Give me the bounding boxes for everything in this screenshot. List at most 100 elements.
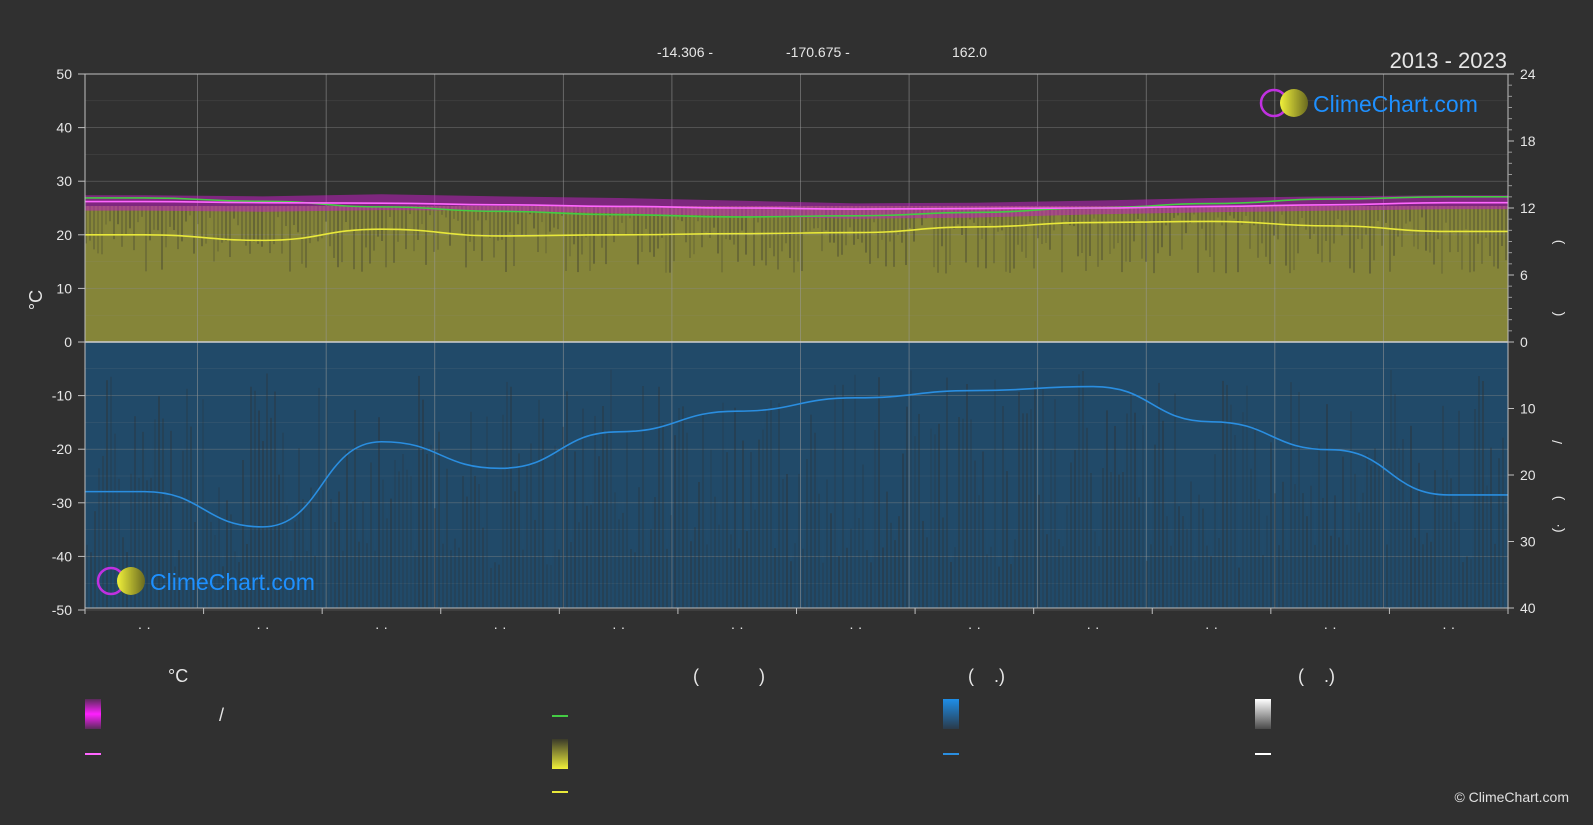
sunshine-streak: [1085, 206, 1087, 271]
precip-streak: [534, 519, 536, 608]
sunshine-streak: [1049, 206, 1051, 250]
precip-streak: [978, 495, 980, 608]
precip-streak: [1158, 382, 1160, 608]
precip-streak: [1314, 544, 1316, 608]
sunshine-streak: [541, 206, 543, 223]
right-tick-label: 18: [1520, 133, 1536, 149]
precip-streak: [942, 517, 944, 608]
right-tick-label: 6: [1520, 267, 1528, 283]
precip-streak: [970, 419, 972, 608]
sunshine-streak: [93, 206, 95, 250]
sunshine-streak: [325, 206, 327, 222]
precip-streak: [602, 406, 604, 608]
sunshine-streak: [933, 206, 935, 268]
precip-streak: [726, 452, 728, 608]
sunshine-streak: [1465, 206, 1467, 230]
right-tick-label: 30: [1520, 534, 1536, 550]
precip-streak: [538, 399, 540, 608]
precip-streak: [834, 384, 836, 608]
precip-streak: [270, 417, 272, 608]
precip-streak: [910, 370, 912, 608]
sunshine-streak: [413, 206, 415, 252]
precip-streak: [1034, 381, 1036, 608]
sunshine-streak: [1161, 206, 1163, 248]
precip-streak: [1074, 450, 1076, 608]
precip-streak: [1018, 391, 1020, 608]
precip-streak: [1178, 506, 1180, 608]
precip-streak: [198, 551, 200, 608]
sunshine-streak: [725, 206, 727, 240]
precip-streak: [710, 449, 712, 608]
sunshine-streak: [449, 206, 451, 246]
precip-streak: [462, 475, 464, 608]
precip-streak: [1478, 376, 1480, 608]
precip-streak: [1394, 393, 1396, 608]
legend-sunshine-swatch: [552, 739, 568, 769]
sunshine-streak: [1133, 206, 1135, 242]
sunshine-streak: [1129, 206, 1131, 262]
sunshine-streak: [1397, 206, 1399, 237]
sunshine-streak: [937, 206, 939, 273]
precip-streak: [994, 379, 996, 608]
sunshine-streak: [385, 206, 387, 268]
sunshine-streak: [601, 206, 603, 248]
sunshine-streak: [1181, 206, 1183, 250]
x-tick-label: · ·: [612, 619, 625, 635]
sunshine-streak: [257, 206, 259, 244]
precip-streak: [1410, 425, 1412, 608]
precip-streak: [398, 471, 400, 608]
left-tick-label: -20: [52, 441, 72, 457]
precip-streak: [646, 554, 648, 608]
precip-streak: [250, 386, 252, 608]
precip-streak: [1230, 404, 1232, 608]
sunshine-area: [85, 206, 1508, 342]
precip-streak: [1026, 413, 1028, 608]
precip-streak: [1166, 516, 1168, 608]
sunshine-streak: [853, 206, 855, 245]
sunshine-streak: [173, 206, 175, 231]
precip-streak: [650, 529, 652, 608]
precip-streak: [350, 503, 352, 608]
precip-streak: [562, 426, 564, 608]
sunshine-streak: [453, 206, 455, 219]
precip-streak: [862, 464, 864, 608]
precip-streak: [946, 377, 948, 608]
precip-streak: [630, 549, 632, 608]
precip-streak: [1286, 550, 1288, 608]
sunshine-streak: [881, 206, 883, 240]
copyright: © ClimeChart.com: [1454, 789, 1569, 805]
precip-streak: [798, 473, 800, 608]
precip-streak: [670, 515, 672, 608]
x-tick-label: · ·: [1324, 619, 1337, 635]
sunshine-streak: [125, 206, 127, 236]
precip-streak: [1214, 454, 1216, 608]
left-tick-label: 40: [56, 120, 72, 136]
sunshine-streak: [1225, 206, 1227, 274]
legend-precip-swatch: [943, 699, 959, 729]
sunshine-streak: [501, 206, 503, 240]
sunshine-streak: [1417, 206, 1419, 250]
precip-streak: [802, 548, 804, 608]
sunshine-streak: [1377, 206, 1379, 221]
precip-streak: [1210, 556, 1212, 608]
sunshine-streak: [225, 206, 227, 242]
precip-streak: [974, 460, 976, 608]
sunshine-streak: [217, 206, 219, 252]
sunshine-streak: [1005, 206, 1007, 272]
sunshine-streak: [1009, 206, 1011, 273]
sunshine-streak: [769, 206, 771, 248]
precip-streak: [666, 548, 668, 608]
sunshine-streak: [317, 206, 319, 242]
sunshine-streak: [1209, 206, 1211, 257]
sunshine-streak: [1289, 206, 1291, 274]
precip-streak: [1338, 537, 1340, 608]
sunshine-streak: [261, 206, 263, 247]
precip-streak: [558, 549, 560, 608]
precip-streak: [642, 386, 644, 608]
precip-streak: [486, 416, 488, 608]
precip-streak: [814, 432, 816, 608]
precip-streak: [1206, 545, 1208, 608]
precip-streak: [102, 455, 104, 608]
precip-streak: [846, 547, 848, 608]
sunshine-streak: [145, 206, 147, 272]
